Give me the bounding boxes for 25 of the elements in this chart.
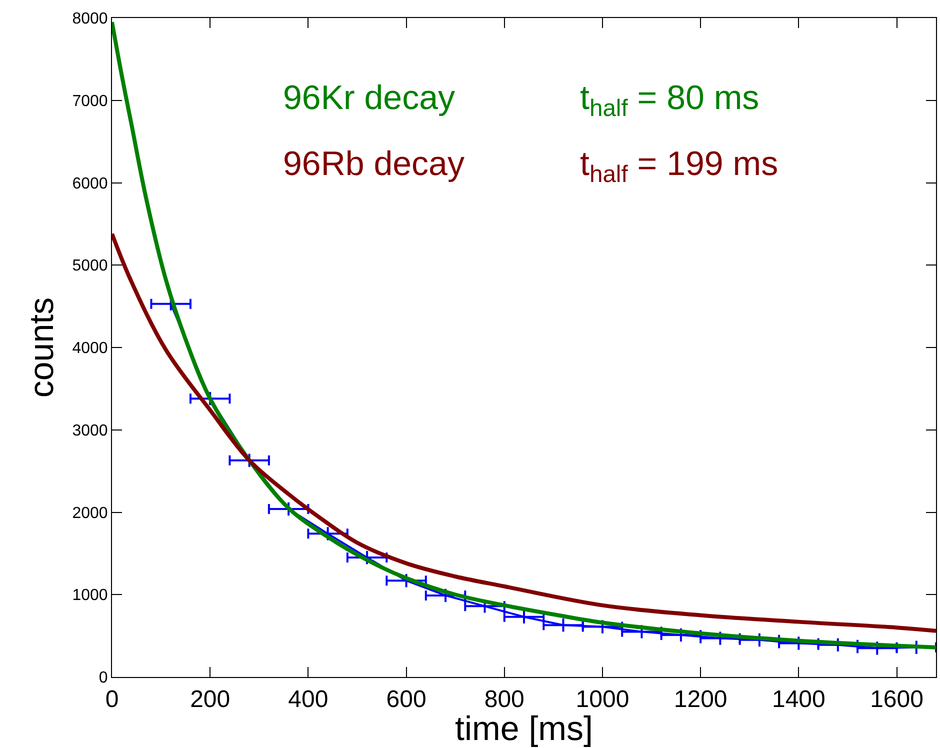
x-axis-title: time [ms]: [455, 710, 593, 748]
annotation: t$_{half}$ = 80 ms: [580, 79, 760, 122]
x-tick-label: 1200: [674, 686, 728, 713]
y-tick-label: 6000: [72, 175, 108, 192]
x-tick-label: 400: [288, 686, 328, 713]
y-axis-title: counts: [22, 297, 61, 398]
text: 96Rb decay: [283, 145, 464, 183]
x-tick-label: 600: [386, 686, 426, 713]
line-series: [112, 20, 936, 650]
y-tick-label: 4000: [72, 340, 108, 358]
x-tick-label: 1400: [772, 686, 826, 713]
y-tick-label: 8000: [72, 10, 108, 28]
y-tick-label: 5000: [72, 258, 108, 275]
line-series: [112, 232, 936, 633]
annotation: t$_{half}$ = 199 ms: [580, 145, 778, 188]
x-tick-label: 200: [190, 686, 230, 713]
y-tick-label: 3000: [72, 422, 108, 440]
x-tick-label: 1000: [576, 686, 630, 713]
y-tick-label: 2000: [72, 504, 108, 522]
text: 96Kr decay: [283, 79, 455, 117]
x-tick-label: 1600: [870, 686, 924, 713]
y-tick-label: 0: [98, 670, 108, 687]
y-tick-label: 1000: [72, 587, 108, 604]
x-tick-label: 800: [484, 686, 524, 713]
y-tick-label: 7000: [72, 92, 108, 110]
